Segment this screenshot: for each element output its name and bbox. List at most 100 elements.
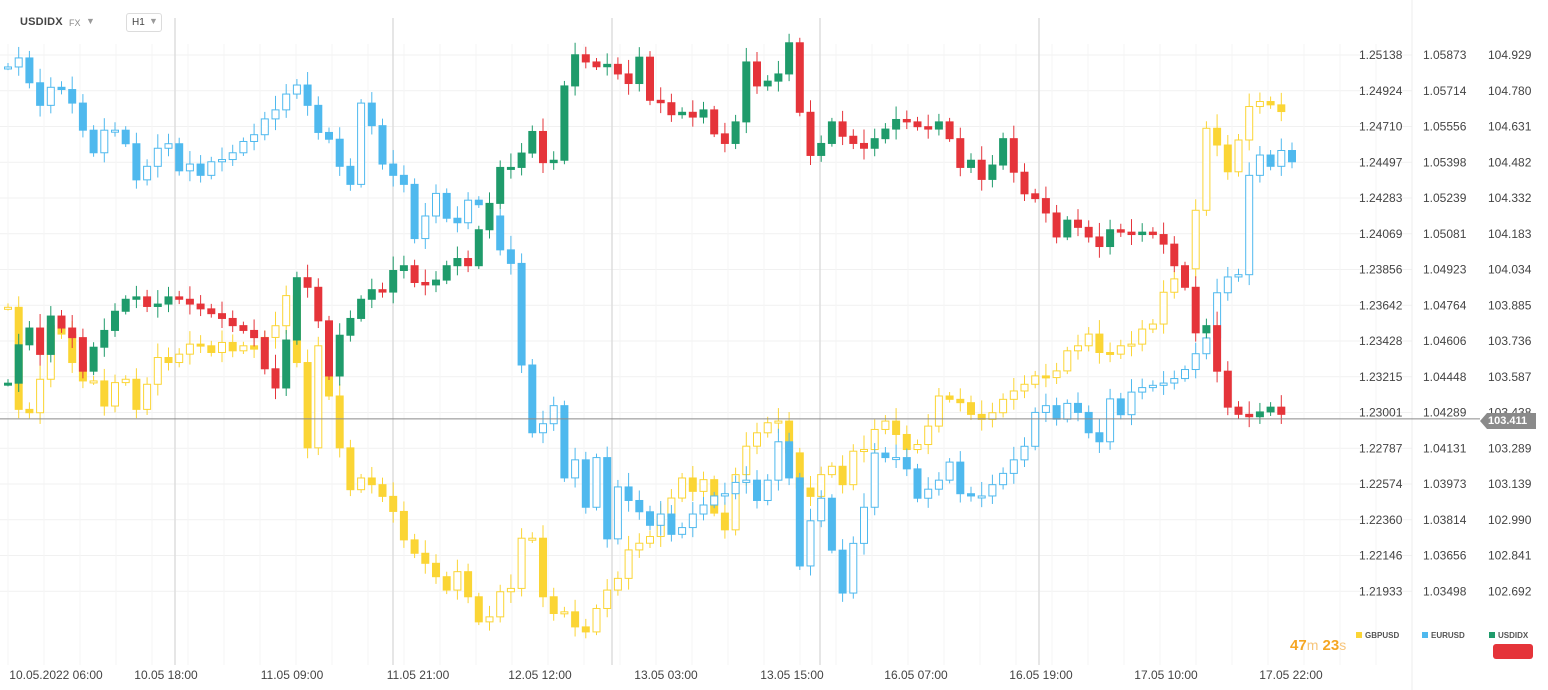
candle-body: [742, 61, 751, 123]
price-tick-label: 102.990: [1488, 513, 1532, 527]
candle-body: [539, 537, 547, 598]
candle-body: [1041, 198, 1050, 214]
candle-body: [357, 102, 366, 185]
candle-body: [175, 353, 184, 364]
candle-body: [1245, 174, 1254, 276]
candle-body: [89, 380, 98, 384]
candle-body: [335, 395, 344, 449]
candle-body: [528, 537, 537, 541]
candle-body: [956, 398, 965, 404]
candle-body: [710, 495, 719, 506]
legend-item-gbpusd[interactable]: GBPUSD: [1356, 631, 1399, 640]
candle-body: [1234, 139, 1243, 173]
candle-body: [678, 527, 687, 535]
candle-body: [806, 487, 815, 497]
candle-body: [646, 511, 654, 526]
candle-body: [1031, 375, 1040, 385]
candle-body: [945, 121, 954, 140]
candle-body: [849, 542, 858, 594]
chevron-down-icon: ▼: [149, 16, 158, 26]
candle-body: [1127, 391, 1136, 416]
price-tick-label: 1.23001: [1359, 406, 1403, 420]
legend-item-usdidx[interactable]: USDIDX: [1489, 631, 1528, 640]
candle-body: [175, 296, 184, 300]
candle-body: [934, 121, 943, 130]
candle-body: [164, 296, 173, 305]
candle-body: [592, 457, 601, 508]
candle-body: [196, 343, 205, 347]
candle-body: [785, 42, 794, 75]
candle-body: [1277, 150, 1286, 167]
candle-body: [581, 54, 590, 63]
legend-item-eurusd[interactable]: EURUSD: [1422, 631, 1465, 640]
candle-body: [956, 461, 965, 495]
candle-body: [913, 468, 922, 499]
price-tick-label: 1.23856: [1359, 263, 1403, 277]
time-tick-label: 13.05 15:00: [760, 668, 824, 682]
time-tick-label: 10.05.2022 06:00: [9, 668, 103, 682]
candle-body: [549, 405, 558, 425]
price-tick-label: 1.23642: [1359, 298, 1403, 312]
candle-body: [111, 310, 119, 331]
price-tick-label: 1.24710: [1359, 120, 1403, 134]
candle-body: [1245, 106, 1254, 141]
candle-body: [999, 398, 1008, 414]
candle-body: [934, 395, 943, 427]
candle-body: [239, 325, 248, 331]
price-tick-label: 103.736: [1488, 334, 1532, 348]
price-tick-label: 1.24283: [1359, 191, 1403, 205]
candle-body: [25, 57, 34, 84]
candle-body: [560, 405, 569, 479]
candle-body: [1020, 383, 1029, 392]
chevron-down-icon[interactable]: ▼: [86, 16, 95, 26]
candle-body: [945, 461, 954, 481]
candle-body: [1138, 387, 1147, 393]
candle-body: [57, 315, 66, 329]
candle-body: [282, 295, 291, 327]
price-tick-label: 1.03498: [1423, 584, 1467, 598]
candle-body: [892, 457, 901, 461]
candle-body: [506, 587, 515, 593]
candle-body: [228, 341, 237, 352]
candle-body: [271, 109, 280, 120]
candle-body: [250, 329, 259, 339]
candle-body: [367, 477, 376, 486]
candle-body: [913, 444, 922, 451]
candle-body: [892, 118, 901, 130]
candle-body: [603, 63, 612, 68]
candle-body: [378, 289, 387, 293]
candle-body: [303, 277, 312, 288]
candle-body: [881, 420, 890, 430]
candle-body: [260, 118, 269, 136]
candle-body: [881, 452, 890, 459]
timeframe-selector[interactable]: H1 ▼: [126, 13, 162, 32]
current-price-tag: 103.411: [1480, 413, 1536, 429]
candle-body: [57, 86, 66, 91]
candle-body: [399, 174, 408, 185]
candle-body: [25, 327, 34, 346]
candle-body: [1234, 274, 1243, 278]
candle-body: [517, 152, 526, 168]
legend-toggle-button[interactable]: [1493, 644, 1533, 659]
candle-body: [1255, 154, 1264, 176]
candle-body: [774, 73, 783, 82]
candle-body: [389, 163, 398, 176]
symbol-name[interactable]: USDIDX: [20, 16, 63, 28]
candle-body: [1234, 406, 1243, 415]
candle-body: [121, 298, 130, 312]
candle-body: [442, 265, 451, 281]
candle-body: [1052, 405, 1061, 420]
candle-body: [442, 576, 451, 591]
legend-swatch: [1356, 632, 1362, 638]
candle-body: [1031, 193, 1040, 200]
candle-body: [14, 344, 23, 384]
candle-body: [988, 164, 997, 180]
candle-body: [89, 129, 98, 154]
candle-body: [1127, 231, 1136, 236]
candle-body: [753, 432, 761, 447]
candle-body: [603, 457, 612, 540]
candle-body: [1031, 411, 1040, 447]
price-tick-label: 102.692: [1488, 584, 1532, 598]
candle-body: [421, 552, 430, 564]
